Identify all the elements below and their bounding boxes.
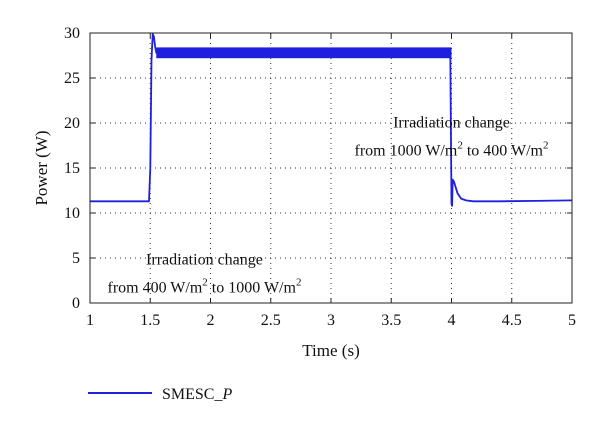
annotation-span: to 400 W/m bbox=[463, 143, 544, 160]
annotation-span: to 1000 W/m bbox=[208, 279, 297, 296]
legend-label-italic: P bbox=[221, 386, 232, 403]
annotation-text: Irradiation change bbox=[393, 115, 510, 132]
legend: SMESC_P bbox=[88, 386, 232, 403]
annotation-span: Irradiation change bbox=[146, 251, 263, 268]
legend-label: SMESC_P bbox=[162, 386, 232, 403]
ticks: 1 1.5 2 2.5 3 3.5 4 4.5 5 0 5 10 15 20 25 30 bbox=[64, 25, 576, 329]
y-tick-label: 5 bbox=[72, 250, 80, 267]
annotation-sup: 2 bbox=[543, 140, 549, 152]
y-tick-label: 30 bbox=[64, 25, 80, 42]
x-tick-label: 1.5 bbox=[140, 312, 160, 329]
x-tick-label: 4.5 bbox=[502, 312, 522, 329]
grid bbox=[90, 33, 572, 303]
annotation-span: from 1000 W/m bbox=[355, 143, 458, 160]
annotation-text: Irradiation change bbox=[146, 251, 263, 268]
y-axis-label: Power (W) bbox=[32, 130, 51, 205]
annotation-text: from 1000 W/m2 to 400 W/m2 bbox=[355, 140, 549, 160]
annotation-sup: 2 bbox=[202, 276, 208, 288]
x-tick-label: 3.5 bbox=[381, 312, 401, 329]
legend-label-part: SMESC_ bbox=[162, 386, 223, 403]
annotation-text: from 400 W/m2 to 1000 W/m2 bbox=[107, 276, 301, 296]
annotation-sup: 2 bbox=[296, 276, 302, 288]
y-tick-label: 0 bbox=[72, 295, 80, 312]
x-tick-label: 2.5 bbox=[261, 312, 281, 329]
annotation-span: Irradiation change bbox=[393, 115, 510, 132]
annotation-sup: 2 bbox=[457, 140, 463, 152]
y-tick-label: 20 bbox=[64, 115, 80, 132]
y-tick-label: 25 bbox=[64, 70, 80, 87]
x-tick-label: 2 bbox=[207, 312, 215, 329]
series-group bbox=[90, 33, 572, 207]
annotation-span: from 400 W/m bbox=[107, 279, 202, 296]
x-tick-label: 4 bbox=[448, 312, 456, 329]
y-tick-label: 10 bbox=[64, 205, 80, 222]
x-tick-label: 3 bbox=[327, 312, 335, 329]
x-axis-label: Time (s) bbox=[302, 341, 359, 360]
x-tick-label: 5 bbox=[568, 312, 576, 329]
y-tick-label: 15 bbox=[64, 160, 80, 177]
x-tick-label: 1 bbox=[86, 312, 94, 329]
series-line bbox=[90, 33, 572, 207]
